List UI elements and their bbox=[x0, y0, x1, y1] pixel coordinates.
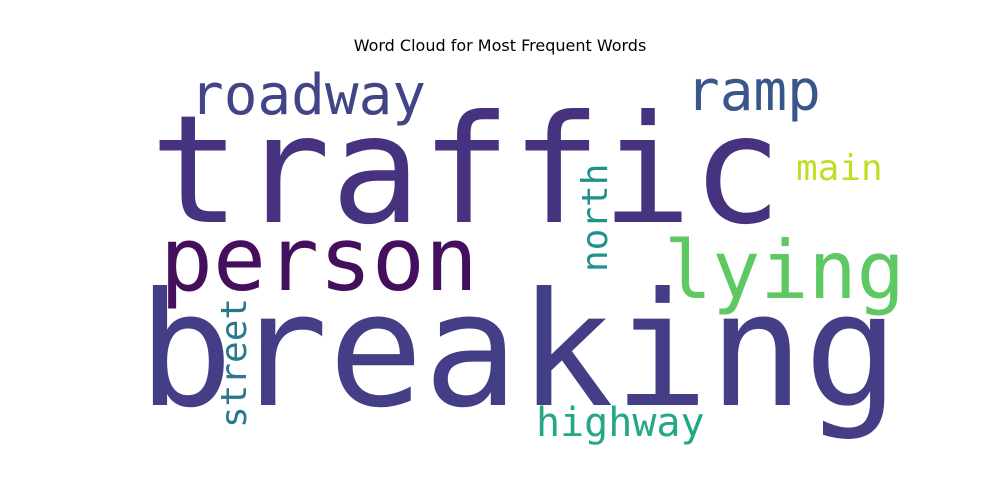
word-street: street bbox=[214, 298, 255, 428]
word-traffic: traffic bbox=[150, 84, 782, 258]
word-roadway: roadway bbox=[190, 63, 426, 128]
word-north: north bbox=[575, 164, 616, 272]
word-breaking: breaking bbox=[138, 259, 899, 443]
word-person: person bbox=[160, 208, 478, 311]
chart-title: Word Cloud for Most Frequent Words bbox=[353, 36, 647, 55]
word-lying: lying bbox=[664, 224, 905, 317]
word-main: main bbox=[796, 148, 883, 189]
word-highway: highway bbox=[536, 400, 705, 446]
word-ramp: ramp bbox=[686, 59, 821, 124]
